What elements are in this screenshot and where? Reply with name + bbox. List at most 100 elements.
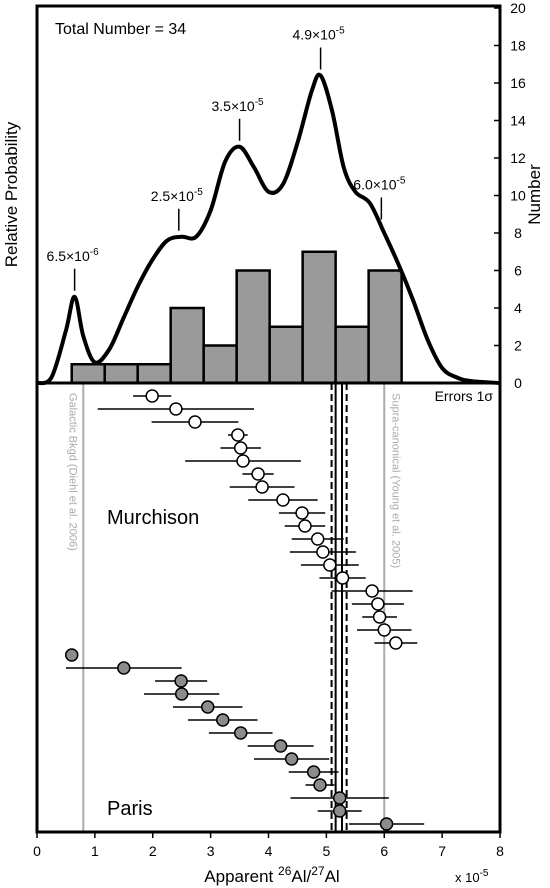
data-point [64,648,79,662]
panel-title: Total Number = 34 [55,21,186,38]
annotation-exp: -6 [90,247,99,258]
error-note: Errors 1σ [435,388,494,404]
data-point [174,687,189,701]
annotation-base: 2.5×10 [151,188,194,204]
y-tick-label: 0 [514,375,522,391]
annotation-exp: -5 [397,176,406,187]
data-point [372,610,387,624]
y-tick-label: 4 [514,300,522,316]
data-point [389,636,403,650]
data-point [169,402,183,416]
data-point [371,597,385,611]
x-tick-label: 2 [149,843,157,859]
histogram-bar [301,250,337,385]
data-point [273,739,288,753]
data-point [233,726,248,740]
x-axis-title-part: 27 [311,864,325,878]
annotation-base: 4.9×10 [293,27,336,43]
data-point [216,713,230,727]
x-axis-title-part: 26 [278,864,292,878]
histogram-bar [235,269,271,385]
data-point [310,532,325,546]
data-point [236,454,250,468]
data-point [335,571,350,585]
data-point [332,804,347,818]
data-point [251,467,265,481]
annotation-exp: -5 [255,97,264,108]
y-tick-label: 8 [514,225,522,241]
x-tick-label: 7 [438,843,446,859]
plot-frame [35,4,502,834]
y-tick-label: 16 [510,75,526,91]
y-tick-label: 14 [510,113,526,129]
series-label: Murchison [107,507,199,529]
data-point [284,752,299,766]
x-tick-label: 5 [322,843,330,859]
x-tick-label: 1 [91,843,99,859]
y-axis-title-right: Number [525,164,544,225]
x-axis-title-part: Al [325,867,340,886]
data-point [316,545,330,559]
histogram-bar [268,325,304,385]
y-tick-label: 12 [510,150,526,166]
x-tick-label: 0 [33,843,41,859]
data-point [323,558,337,572]
data-point [233,441,248,455]
y-tick-label: 10 [510,188,526,204]
x-axis-title-part: Apparent [204,867,278,886]
data-point [365,584,379,598]
histogram-bar [367,269,403,385]
data-point [379,817,394,831]
data-point [332,791,347,805]
x-multiplier-exp: -5 [480,868,489,879]
reference-label: Supra-canonical (Young et al. 2005) [389,393,401,568]
data-point [377,623,391,637]
data-point [306,765,321,779]
x-multiplier: x 10-5 [455,868,489,885]
x-tick-label: 4 [265,843,273,859]
histogram-bar [202,344,238,385]
x-tick-label: 8 [496,843,504,859]
probability-curve [36,72,501,386]
histogram-bar [169,306,205,385]
x-tick-label: 6 [380,843,388,859]
histogram-bar [103,363,139,385]
annotation: 2.5×10-5 [151,187,204,204]
annotation: 3.5×10-5 [212,97,265,114]
annotation-base: 6.5×10 [47,248,90,264]
y-axis-title-left: Relative Probability [2,121,21,267]
y-tick-label: 2 [514,338,522,354]
data-point [298,519,312,533]
data-point [276,493,290,507]
data-point [255,480,269,494]
x-tick-label: 3 [207,843,215,859]
histogram-bar [334,325,370,385]
annotation-base: 6.0×10 [353,177,396,193]
data-point [295,506,309,520]
annotation: 6.0×10-5 [353,176,406,193]
annotation-base: 3.5×10 [212,98,255,114]
annotation-exp: -5 [194,187,203,198]
reference-label: Galactic Bkgd (Diehl et al. 2006) [66,393,78,551]
y-tick-label: 6 [514,263,522,279]
data-point [145,389,159,403]
x-axis-title-part: Al/ [291,867,311,886]
x-multiplier-base: x 10 [455,870,480,885]
data-point [188,415,202,429]
data-point [313,778,327,792]
y-tick-label: 20 [510,0,526,16]
data-point [200,700,215,714]
data-point [117,661,131,675]
annotation: 6.5×10-6 [47,247,100,264]
data-point [231,428,245,442]
y-tick-label: 18 [510,38,526,54]
x-axis-title: Apparent 26Al/27Al [204,864,339,886]
annotation: 4.9×10-5 [293,26,346,43]
histogram-bar [136,363,172,385]
annotation-exp: -5 [336,26,345,37]
histogram-bar [70,363,106,385]
data-point [174,674,188,688]
series-label: Paris [107,798,153,820]
